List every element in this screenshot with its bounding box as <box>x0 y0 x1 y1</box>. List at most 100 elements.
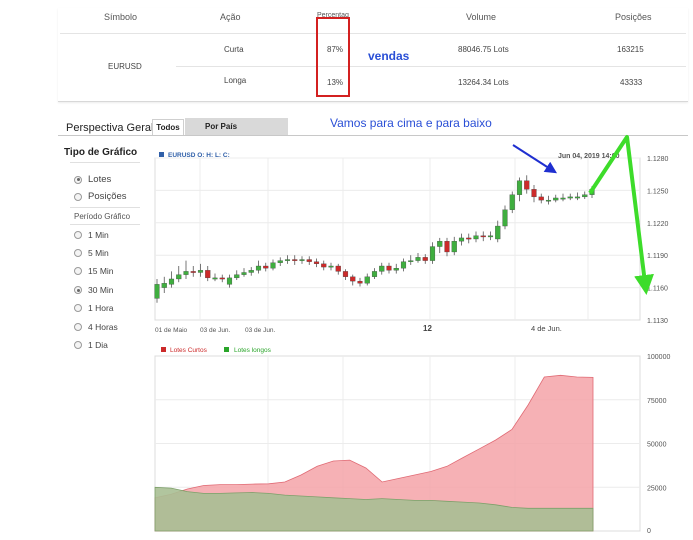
period-15min[interactable]: 15 Min <box>74 266 114 276</box>
candle <box>197 263 204 277</box>
header-volume: Volume <box>466 12 497 22</box>
candle <box>299 256 305 264</box>
symbol-square-icon <box>159 152 164 157</box>
candle <box>176 266 182 283</box>
radio-icon[interactable] <box>74 175 82 184</box>
vendas-annotation: vendas <box>368 49 410 63</box>
period-label: 5 Min <box>88 248 109 258</box>
y-tick: 100000 <box>647 354 670 361</box>
candle <box>480 231 486 242</box>
candle <box>393 263 399 274</box>
candle <box>516 177 523 202</box>
tabs-underline <box>58 135 688 136</box>
x-tick: 4 de Jun. <box>531 324 562 333</box>
candle <box>495 220 501 243</box>
percent-long-cell: 13% <box>327 78 344 87</box>
period-label: 4 Horas <box>88 322 118 332</box>
radio-icon[interactable] <box>74 341 82 349</box>
header-positions: Posições <box>615 12 652 22</box>
symbol-cell[interactable]: EURUSD <box>108 62 142 71</box>
tab-by-country[interactable]: Por País <box>185 118 288 135</box>
y-tick: 1.1250 <box>647 188 669 195</box>
period-30min[interactable]: 30 Min <box>74 285 114 295</box>
price-y-axis: 1.1280 1.1250 1.1220 1.1190 1.1160 1.1130 <box>647 156 669 325</box>
period-title: Período Gráfico <box>74 212 131 221</box>
candle <box>429 242 436 264</box>
period-4hours[interactable]: 4 Horas <box>74 322 118 332</box>
chart-type-positions[interactable]: Posições <box>74 191 127 202</box>
candle <box>306 256 312 265</box>
candle <box>335 263 341 275</box>
candle <box>350 274 356 286</box>
y-tick: 75000 <box>647 398 667 405</box>
candle <box>263 262 269 272</box>
price-grid <box>155 157 640 320</box>
chart-type-lots-label: Lotes <box>88 174 112 185</box>
radio-icon[interactable] <box>74 231 82 239</box>
candle <box>154 278 160 303</box>
radio-icon[interactable] <box>74 323 82 331</box>
period-label: 30 Min <box>88 285 114 295</box>
candle <box>183 260 189 279</box>
radio-icon[interactable] <box>74 286 82 294</box>
x-tick: 03 de Jun. <box>200 327 231 334</box>
y-tick: 1.1130 <box>647 318 668 325</box>
candle <box>567 193 573 201</box>
header-symbol: Símbolo <box>104 12 138 22</box>
legend-short-label: Lotes Curtos <box>170 347 208 354</box>
period-5min[interactable]: 5 Min <box>74 248 109 258</box>
candle <box>509 191 515 214</box>
y-tick: 50000 <box>647 442 667 449</box>
price-chart-frame <box>154 157 641 321</box>
candle <box>219 274 225 283</box>
candle <box>226 274 233 288</box>
radio-icon[interactable] <box>74 249 82 257</box>
period-1hour[interactable]: 1 Hora <box>74 303 114 313</box>
candle <box>248 267 254 276</box>
up-down-annotation: Vamos para cima e para baixo <box>330 116 492 130</box>
tab-all[interactable]: Todos <box>152 119 184 136</box>
candle <box>408 255 414 265</box>
candle <box>277 257 283 266</box>
period-label: 1 Min <box>88 230 109 240</box>
candle <box>321 260 327 271</box>
area-y-axis: 100000 75000 50000 25000 0 <box>647 354 670 535</box>
y-tick: 1.1190 <box>647 253 668 260</box>
x-tick: 03 de Jun. <box>245 327 276 334</box>
header-percent: Percentag <box>317 12 349 19</box>
candle <box>458 233 465 246</box>
legend-long-swatch <box>224 347 229 352</box>
period-1min[interactable]: 1 Min <box>74 230 109 240</box>
header-action: Ação <box>220 12 241 22</box>
panel-divider <box>70 207 140 208</box>
candle <box>357 277 363 287</box>
radio-icon[interactable] <box>74 192 82 201</box>
candle <box>473 231 479 243</box>
candle <box>364 273 370 286</box>
candle <box>422 254 428 264</box>
candle <box>466 233 472 244</box>
candle <box>487 231 494 241</box>
y-tick: 1.1220 <box>647 221 669 228</box>
panel-divider <box>70 224 140 225</box>
period-1day[interactable]: 1 Dia <box>74 340 108 350</box>
candle <box>553 194 559 203</box>
candle <box>161 276 167 293</box>
radio-icon[interactable] <box>74 304 82 312</box>
chart-type-lots[interactable]: Lotes <box>74 174 111 185</box>
radio-icon[interactable] <box>74 267 82 275</box>
x-tick: 01 de Maio <box>155 327 188 334</box>
candle <box>451 236 457 256</box>
y-tick: 1.1160 <box>647 286 668 293</box>
panel-divider <box>70 162 140 163</box>
candle <box>205 266 211 282</box>
volume-long-cell: 13264.34 Lots <box>458 78 509 87</box>
candle <box>386 262 392 274</box>
candle <box>328 262 334 271</box>
candle <box>234 270 240 281</box>
candle <box>524 175 530 194</box>
blue-arrow-icon <box>512 144 558 174</box>
period-label: 1 Dia <box>88 340 108 350</box>
action-long-cell: Longa <box>224 76 247 85</box>
candle <box>255 260 262 274</box>
